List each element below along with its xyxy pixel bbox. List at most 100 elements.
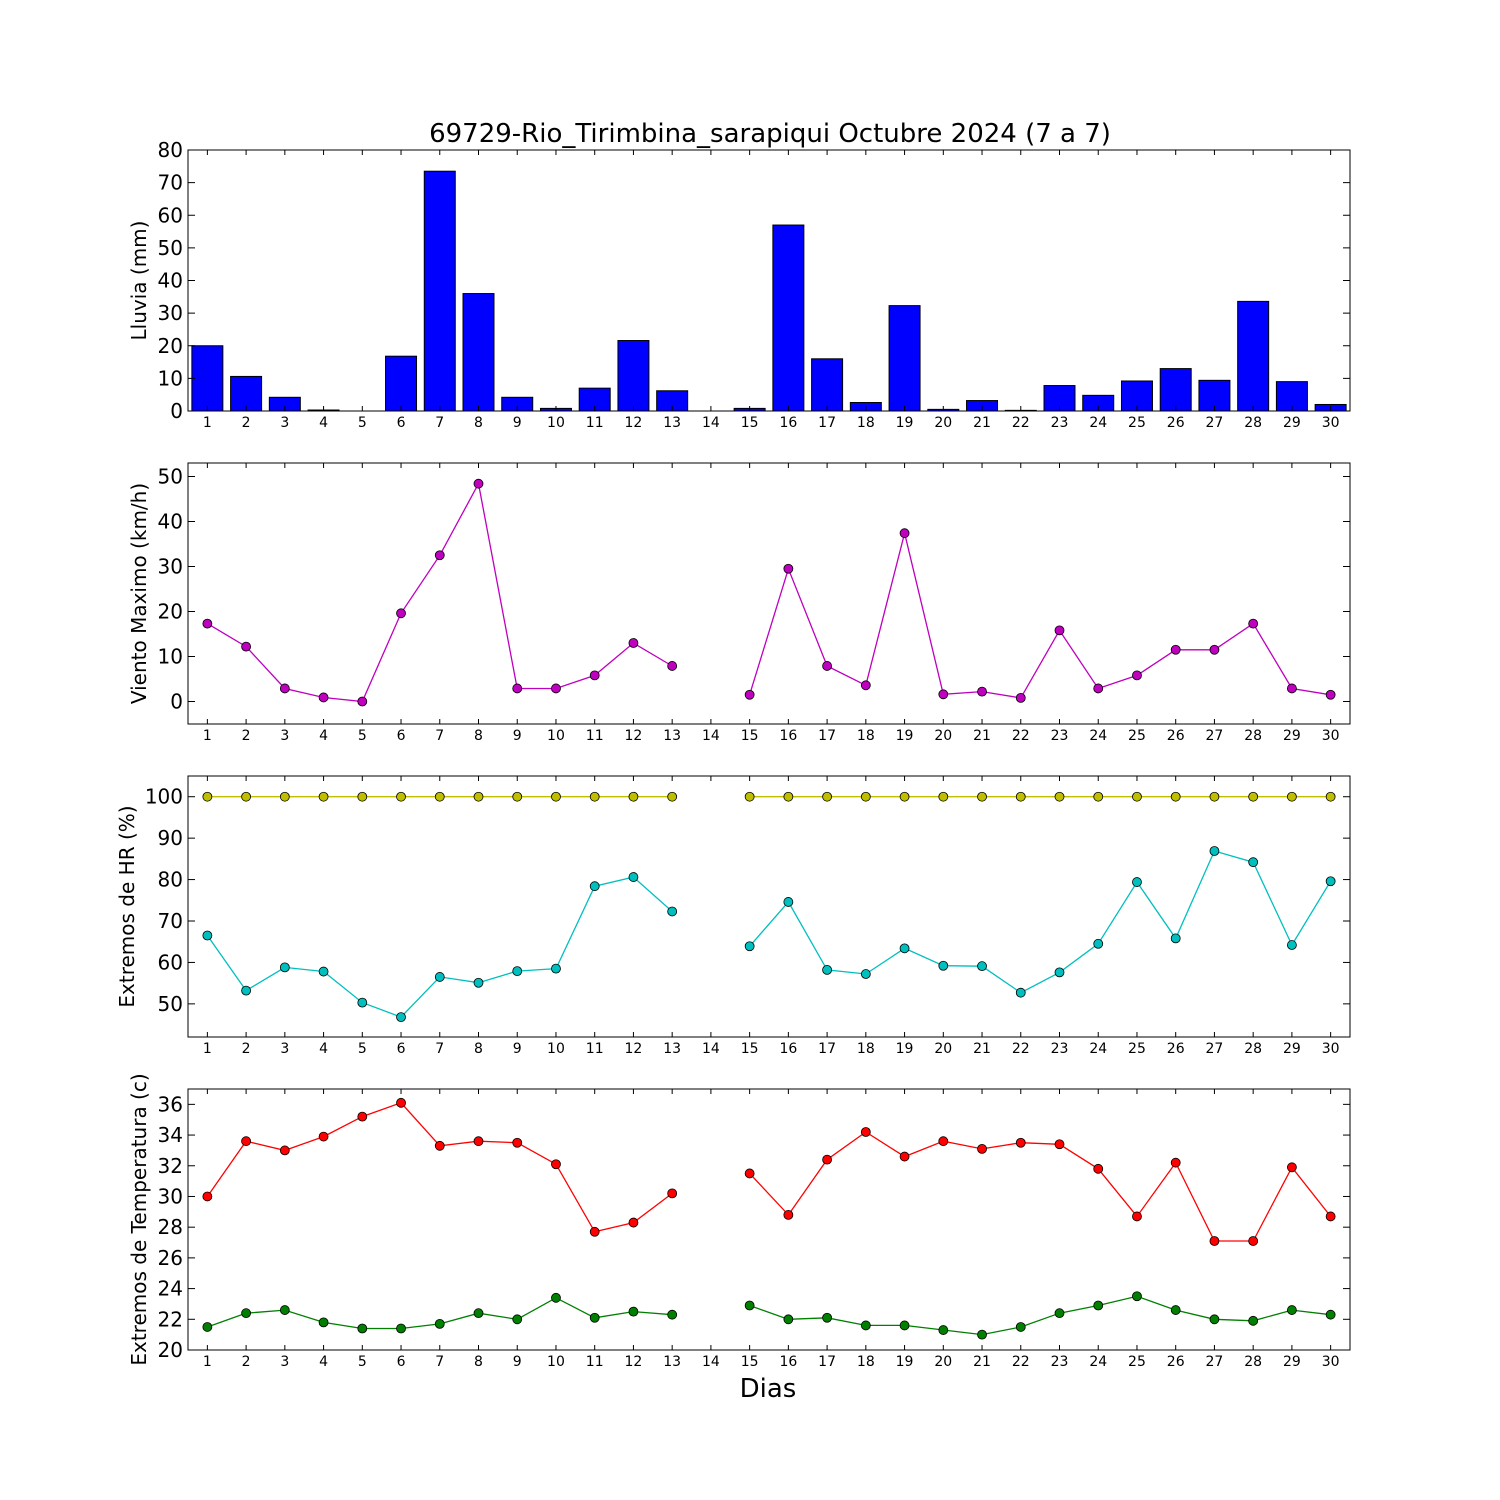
wind-series-0-point-2: [241, 641, 252, 652]
temperature-series-0-point-6: [396, 1097, 406, 1108]
wind-series-0-point-28: [1248, 618, 1259, 629]
humidity-series-0-point-8: [473, 791, 484, 802]
humidity-series-0-point-26: [1170, 791, 1181, 802]
temperature-xtick-label: 15: [741, 1354, 759, 1370]
wind-series-0-point-5: [357, 696, 368, 707]
humidity-xtick-label: 24: [1089, 1041, 1107, 1057]
temperature-xtick-label: 25: [1128, 1354, 1146, 1370]
temperature-xtick-label: 29: [1283, 1354, 1301, 1370]
temperature-xtick-label: 7: [435, 1354, 444, 1370]
temperature-series-0-point-23: [1054, 1139, 1065, 1150]
temperature-series-0-point-26: [1170, 1157, 1181, 1168]
rain-xtick-label: 17: [818, 415, 836, 431]
temperature-xtick-label: 8: [474, 1354, 483, 1370]
temperature-series-1-point-1: [202, 1322, 213, 1332]
temperature-xtick-label: 18: [857, 1354, 875, 1370]
temperature-series-1-point-2: [241, 1308, 252, 1319]
temperature-ytick-label: 34: [158, 1123, 183, 1147]
temperature-series-0-point-25: [1132, 1211, 1142, 1222]
humidity-xtick-label: 16: [779, 1041, 797, 1057]
temperature-ytick-label: 28: [158, 1215, 183, 1239]
temperature-series-0-line-1: [749, 1131, 1332, 1242]
rain-bar-7: [423, 170, 456, 412]
rain-xtick-label: 3: [280, 415, 289, 431]
humidity-series-1-point-24: [1093, 938, 1104, 949]
temperature-xtick-label: 27: [1206, 1354, 1224, 1370]
rain-xtick-label: 18: [857, 415, 875, 431]
temperature-series-1-point-25: [1132, 1291, 1142, 1302]
temperature-series-0-point-3: [279, 1145, 290, 1156]
temperature-series-1-point-28: [1248, 1315, 1259, 1326]
humidity-ytick-label: 50: [158, 992, 183, 1016]
wind-xtick-label: 13: [663, 728, 681, 744]
humidity-series-0-point-9: [512, 791, 523, 802]
wind-series-0-point-12: [628, 638, 639, 648]
temperature-series-0-point-27: [1209, 1236, 1220, 1246]
humidity-series-1-point-15: [744, 941, 755, 952]
temperature-series-0-point-7: [434, 1140, 445, 1151]
temperature-y-axis-label: Extremos de Temperatura (c): [127, 1073, 151, 1365]
temperature-xtick-label: 6: [397, 1354, 406, 1370]
humidity-series-0-point-17: [822, 791, 832, 802]
wind-series-0-point-7: [434, 550, 445, 561]
rain-bar-1: [191, 345, 224, 412]
humidity-xtick-label: 7: [435, 1041, 444, 1057]
wind-series-0-point-11: [589, 670, 600, 681]
humidity-xtick-label: 21: [973, 1041, 991, 1057]
rain-ytick-label: 40: [158, 269, 183, 293]
humidity-series-0-point-27: [1209, 791, 1220, 802]
humidity-ytick-label: 100: [145, 785, 183, 809]
humidity-series-0-point-30: [1325, 791, 1336, 802]
temperature-series-1-point-6: [396, 1323, 406, 1334]
humidity-xtick-label: 4: [319, 1041, 328, 1057]
temperature-xtick-label: 17: [818, 1354, 836, 1370]
rain-xtick-label: 8: [474, 415, 483, 431]
humidity-xtick-label: 11: [586, 1041, 604, 1057]
humidity-xtick-label: 27: [1206, 1041, 1224, 1057]
humidity-series-1-point-16: [783, 897, 794, 907]
humidity-xtick-label: 2: [242, 1041, 251, 1057]
temperature-series-0-point-29: [1287, 1162, 1297, 1173]
rain-ytick-label: 80: [158, 138, 183, 162]
temperature-series-1-point-12: [628, 1306, 639, 1317]
humidity-series-1-point-5: [357, 997, 368, 1008]
wind-series-0-point-23: [1054, 625, 1065, 636]
humidity-series-1-point-7: [434, 972, 445, 982]
humidity-series-1-line-1: [749, 850, 1332, 994]
wind-series-0-point-9: [512, 683, 523, 694]
rain-xtick-label: 19: [896, 415, 914, 431]
humidity-series-0-point-18: [860, 791, 871, 802]
wind-xtick-label: 30: [1322, 728, 1340, 744]
humidity-series-0-point-28: [1248, 791, 1259, 802]
temperature-series-1-point-22: [1015, 1322, 1026, 1332]
rain-ytick-label: 60: [158, 203, 183, 227]
wind-xtick-label: 28: [1244, 728, 1262, 744]
temperature-series-1-point-5: [357, 1323, 368, 1334]
humidity-xtick-label: 10: [547, 1041, 565, 1057]
humidity-xtick-label: 5: [358, 1041, 367, 1057]
humidity-xtick-label: 29: [1283, 1041, 1301, 1057]
temperature-series-0-point-1: [202, 1191, 213, 1202]
humidity-series-1-point-6: [396, 1012, 406, 1023]
humidity-xtick-label: 1: [203, 1041, 212, 1057]
wind-ytick-label: 40: [158, 510, 183, 534]
temperature-xtick-label: 19: [896, 1354, 914, 1370]
humidity-xtick-label: 20: [934, 1041, 952, 1057]
wind-series-0-point-6: [396, 608, 406, 619]
humidity-series-1-point-20: [938, 960, 949, 971]
humidity-series-1-point-11: [589, 881, 600, 892]
rain-bar-26: [1159, 368, 1192, 412]
rain-ytick-label: 0: [170, 399, 183, 423]
temperature-series-0-point-10: [551, 1159, 561, 1170]
temperature-series-1-point-8: [473, 1308, 484, 1319]
wind-xtick-label: 4: [319, 728, 328, 744]
temperature-series-0-point-19: [899, 1151, 910, 1162]
humidity-xtick-label: 25: [1128, 1041, 1146, 1057]
temperature-series-1-point-15: [744, 1300, 755, 1311]
humidity-series-1-point-26: [1170, 933, 1181, 944]
humidity-series-0-point-22: [1015, 791, 1026, 802]
wind-xtick-label: 12: [625, 728, 643, 744]
